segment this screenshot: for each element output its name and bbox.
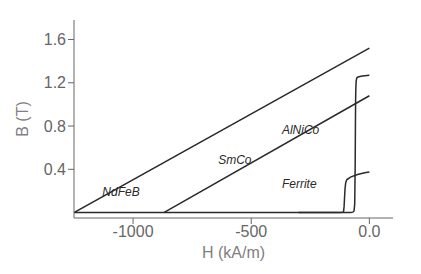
svg-text:SmCo: SmCo <box>218 153 252 167</box>
svg-text:1.6: 1.6 <box>44 31 66 48</box>
svg-text:0.0: 0.0 <box>358 223 380 240</box>
svg-text:H (kA/m): H (kA/m) <box>202 244 265 261</box>
svg-text:-500: -500 <box>235 223 267 240</box>
svg-text:NdFeB: NdFeB <box>102 185 139 199</box>
svg-text:0.4: 0.4 <box>44 161 66 178</box>
svg-text:0.8: 0.8 <box>44 118 66 135</box>
svg-text:-1000: -1000 <box>113 223 154 240</box>
svg-text:Ferrite: Ferrite <box>282 177 317 191</box>
svg-text:B (T): B (T) <box>14 101 31 137</box>
svg-text:AlNiCo: AlNiCo <box>281 123 320 137</box>
svg-text:1.2: 1.2 <box>44 74 66 91</box>
